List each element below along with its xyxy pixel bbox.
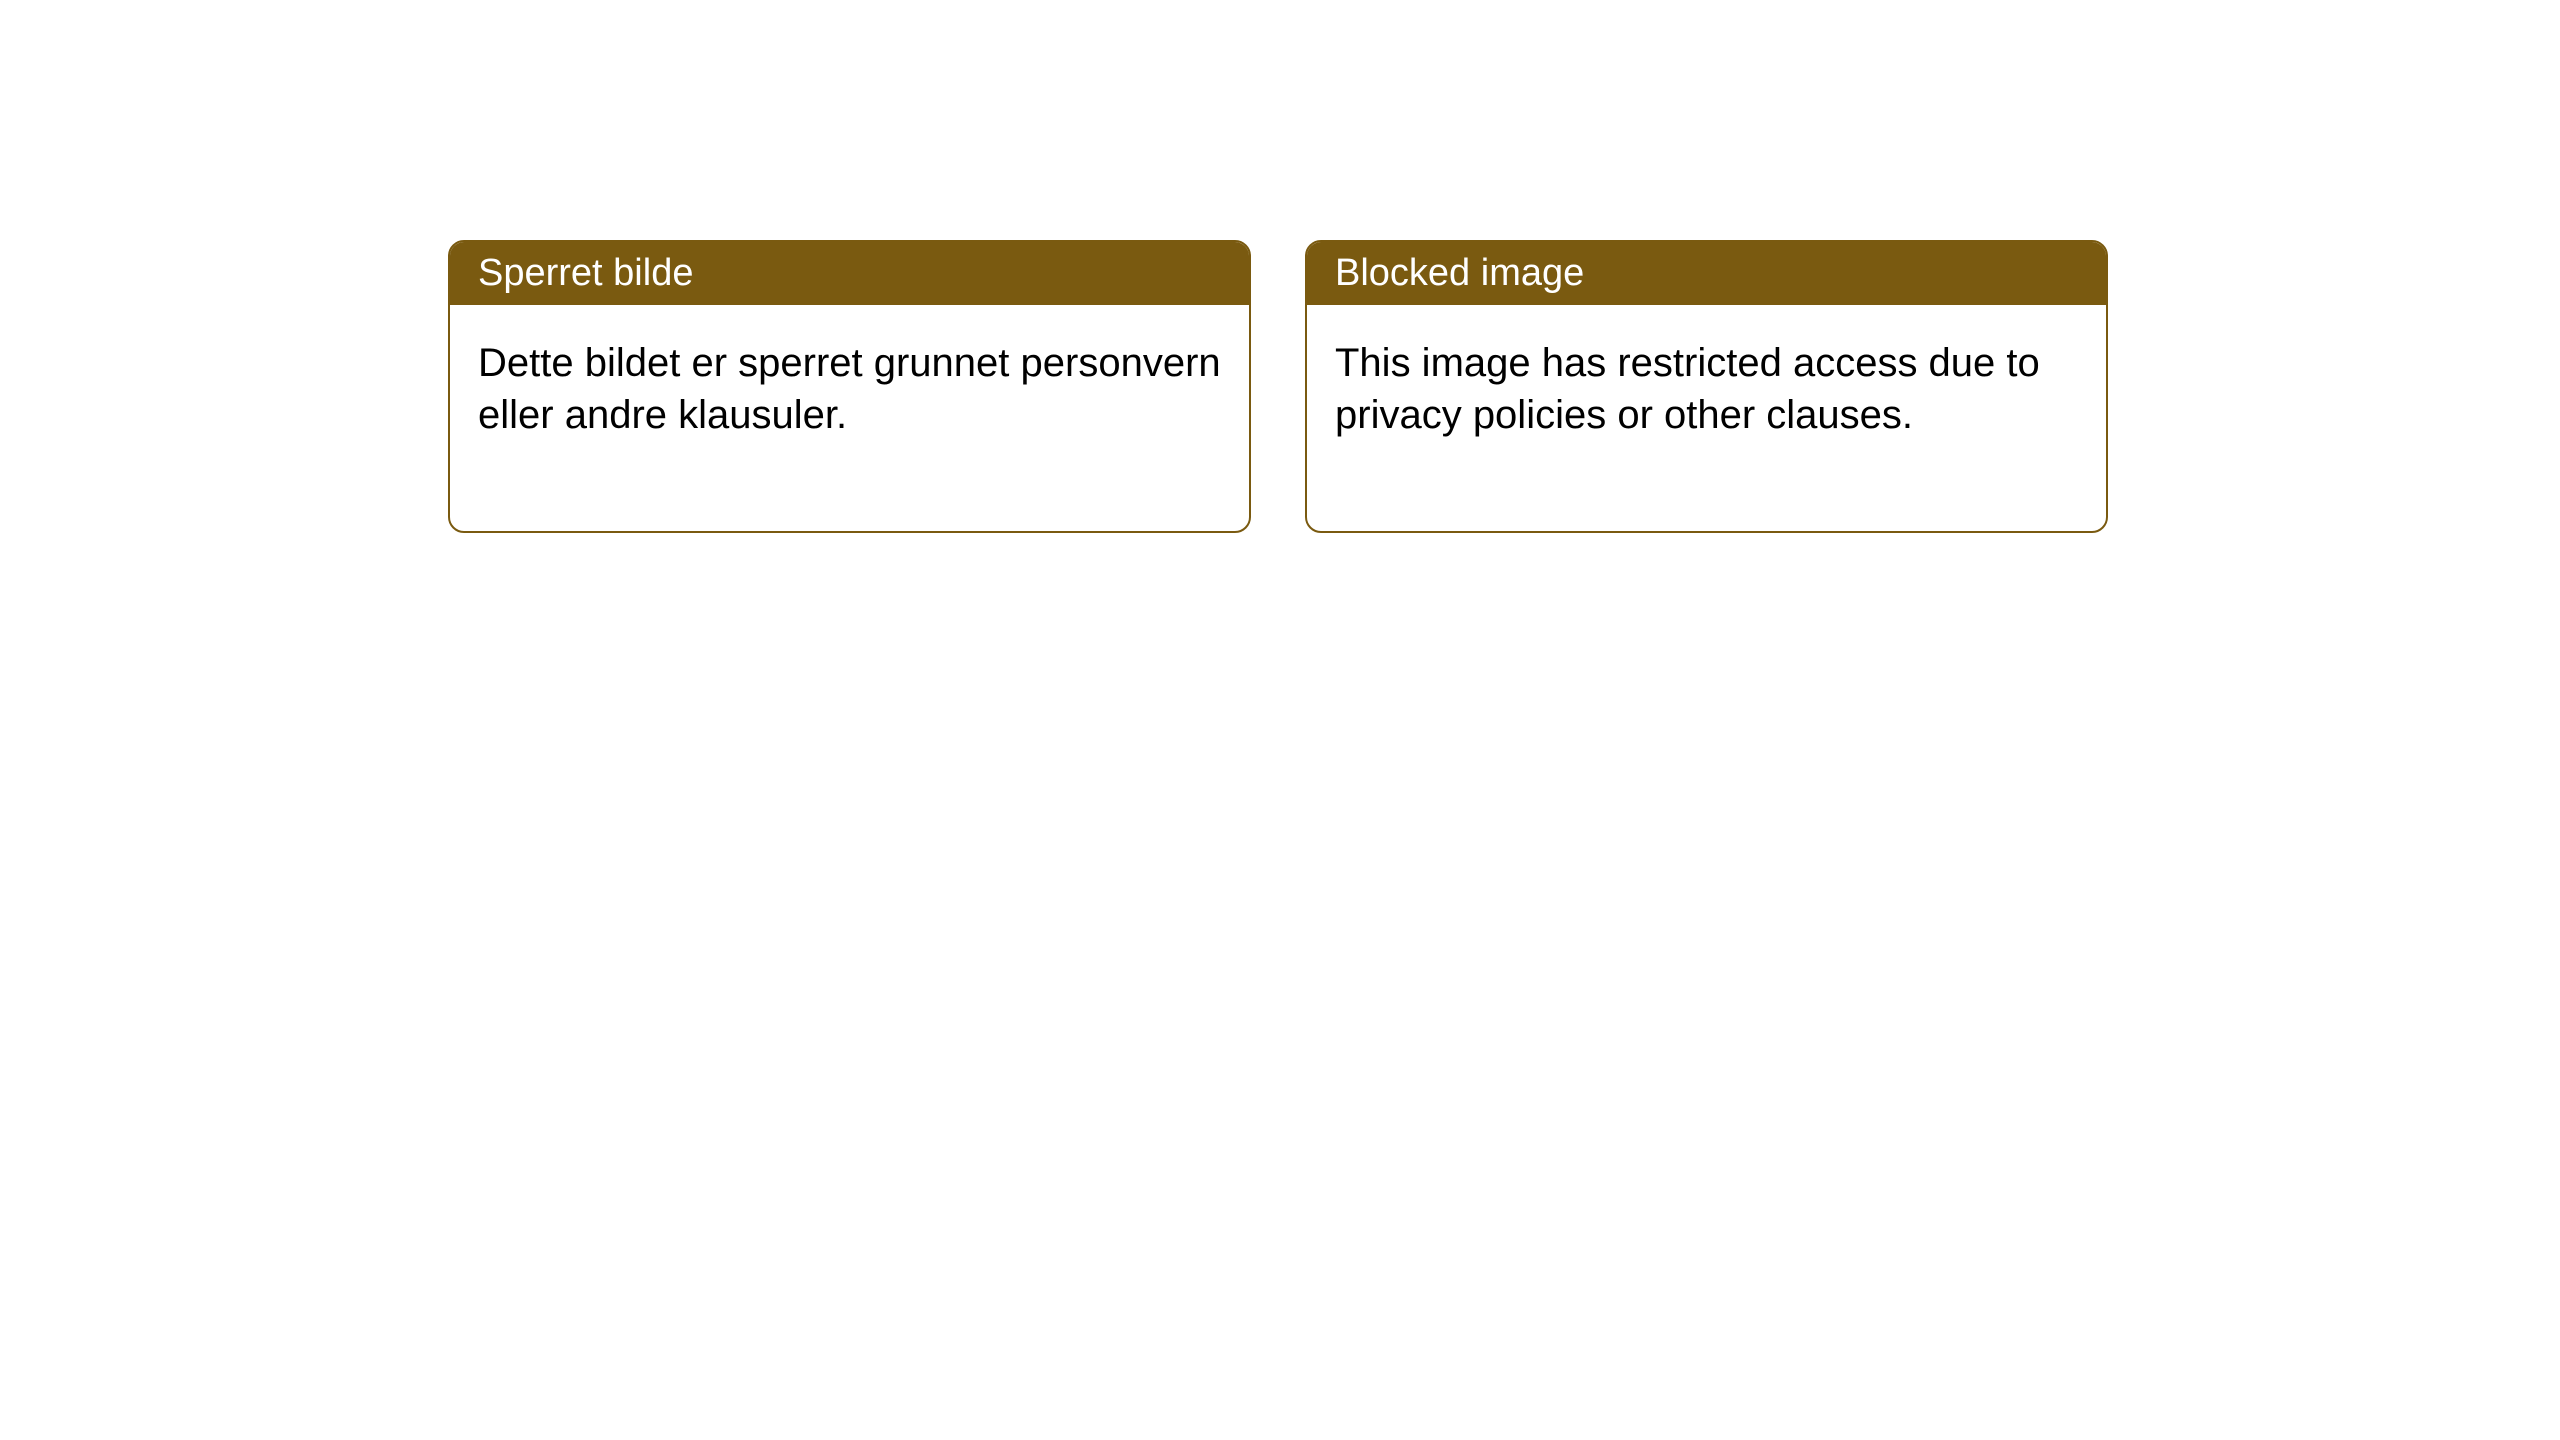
card-title: Sperret bilde bbox=[478, 252, 693, 294]
notice-card-english: Blocked image This image has restricted … bbox=[1305, 240, 2108, 533]
card-body-text: This image has restricted access due to … bbox=[1335, 341, 2040, 437]
card-header: Blocked image bbox=[1307, 242, 2106, 305]
card-body: Dette bildet er sperret grunnet personve… bbox=[450, 305, 1249, 531]
notice-card-norwegian: Sperret bilde Dette bildet er sperret gr… bbox=[448, 240, 1251, 533]
notice-container: Sperret bilde Dette bildet er sperret gr… bbox=[448, 240, 2108, 533]
card-body: This image has restricted access due to … bbox=[1307, 305, 2106, 531]
card-header: Sperret bilde bbox=[450, 242, 1249, 305]
card-title: Blocked image bbox=[1335, 252, 1584, 294]
card-body-text: Dette bildet er sperret grunnet personve… bbox=[478, 341, 1221, 437]
